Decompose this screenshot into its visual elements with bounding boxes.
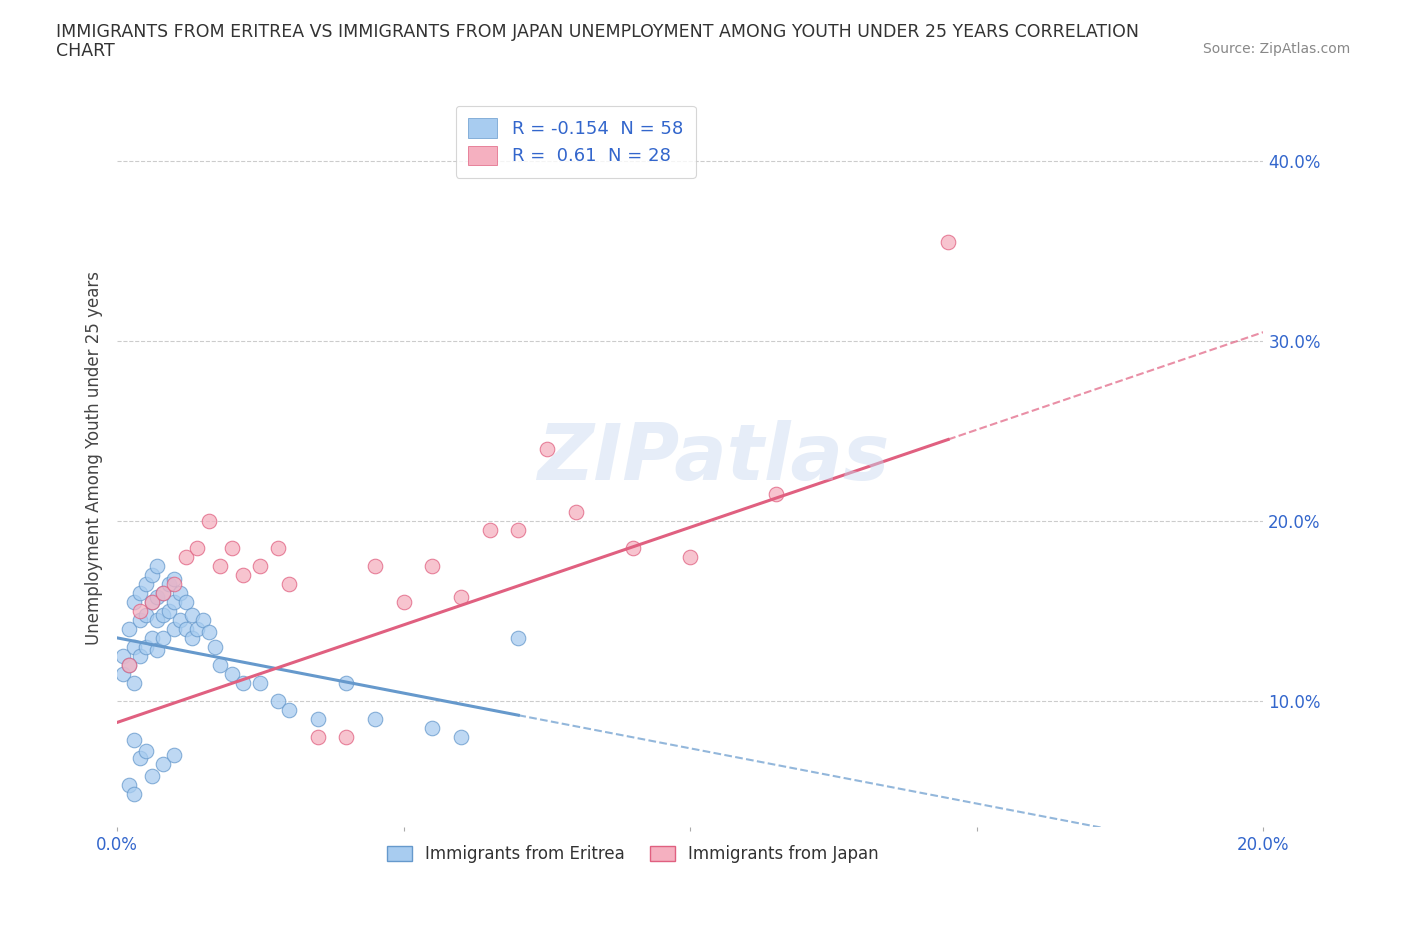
Point [163, 571, 186, 586]
Point [169, 586, 191, 601]
Point [169, 613, 191, 628]
Y-axis label: Unemployment Among Youth under 25 years: Unemployment Among Youth under 25 years [86, 271, 103, 645]
Point [129, 751, 152, 765]
Point [135, 607, 157, 622]
Point [118, 777, 141, 792]
Point [152, 586, 174, 601]
Point [765, 486, 787, 501]
Point [146, 643, 169, 658]
Point [232, 567, 254, 582]
Point [129, 586, 152, 601]
Point [152, 607, 174, 622]
Point [129, 648, 152, 663]
Point [163, 621, 186, 636]
Point [209, 559, 232, 574]
Point [198, 625, 221, 640]
Point [141, 594, 163, 609]
Point [174, 594, 197, 609]
Point [152, 756, 174, 771]
Point [124, 640, 146, 655]
Point [118, 658, 141, 672]
Text: IMMIGRANTS FROM ERITREA VS IMMIGRANTS FROM JAPAN UNEMPLOYMENT AMONG YOUTH UNDER : IMMIGRANTS FROM ERITREA VS IMMIGRANTS FR… [56, 23, 1139, 41]
Legend: Immigrants from Eritrea, Immigrants from Japan: Immigrants from Eritrea, Immigrants from… [380, 839, 886, 870]
Point [146, 613, 169, 628]
Point [536, 442, 558, 457]
Point [508, 631, 530, 645]
Point [174, 550, 197, 565]
Point [141, 567, 163, 582]
Point [266, 540, 288, 555]
Point [249, 675, 271, 690]
Point [129, 613, 152, 628]
Point [249, 559, 271, 574]
Point [163, 748, 186, 763]
Point [152, 586, 174, 601]
Point [307, 729, 329, 744]
Point [422, 721, 444, 736]
Point [191, 613, 214, 628]
Point [118, 658, 141, 672]
Point [307, 711, 329, 726]
Point [135, 744, 157, 759]
Point [221, 540, 243, 555]
Point [508, 523, 530, 538]
Point [111, 648, 134, 663]
Point [936, 234, 959, 249]
Point [174, 621, 197, 636]
Point [146, 589, 169, 604]
Point [135, 640, 157, 655]
Point [124, 594, 146, 609]
Point [679, 550, 702, 565]
Point [124, 675, 146, 690]
Point [157, 604, 180, 618]
Point [129, 604, 152, 618]
Text: CHART: CHART [56, 42, 115, 60]
Text: ZIPatlas: ZIPatlas [537, 420, 890, 496]
Text: Source: ZipAtlas.com: Source: ZipAtlas.com [1202, 42, 1350, 56]
Point [221, 667, 243, 682]
Point [450, 589, 472, 604]
Point [204, 640, 226, 655]
Point [186, 621, 208, 636]
Point [118, 621, 141, 636]
Point [266, 694, 288, 709]
Point [364, 559, 387, 574]
Point [422, 559, 444, 574]
Point [335, 675, 357, 690]
Point [157, 577, 180, 591]
Point [152, 631, 174, 645]
Point [278, 702, 301, 717]
Point [141, 594, 163, 609]
Point [124, 787, 146, 802]
Point [146, 559, 169, 574]
Point [621, 540, 644, 555]
Point [564, 505, 586, 520]
Point [180, 607, 202, 622]
Point [478, 523, 501, 538]
Point [163, 577, 186, 591]
Point [135, 577, 157, 591]
Point [141, 769, 163, 784]
Point [198, 513, 221, 528]
Point [232, 675, 254, 690]
Point [141, 631, 163, 645]
Point [450, 729, 472, 744]
Point [186, 540, 208, 555]
Point [180, 631, 202, 645]
Point [392, 594, 415, 609]
Point [364, 711, 387, 726]
Point [124, 733, 146, 748]
Point [209, 658, 232, 672]
Point [163, 594, 186, 609]
Point [335, 729, 357, 744]
Point [111, 667, 134, 682]
Point [278, 577, 301, 591]
